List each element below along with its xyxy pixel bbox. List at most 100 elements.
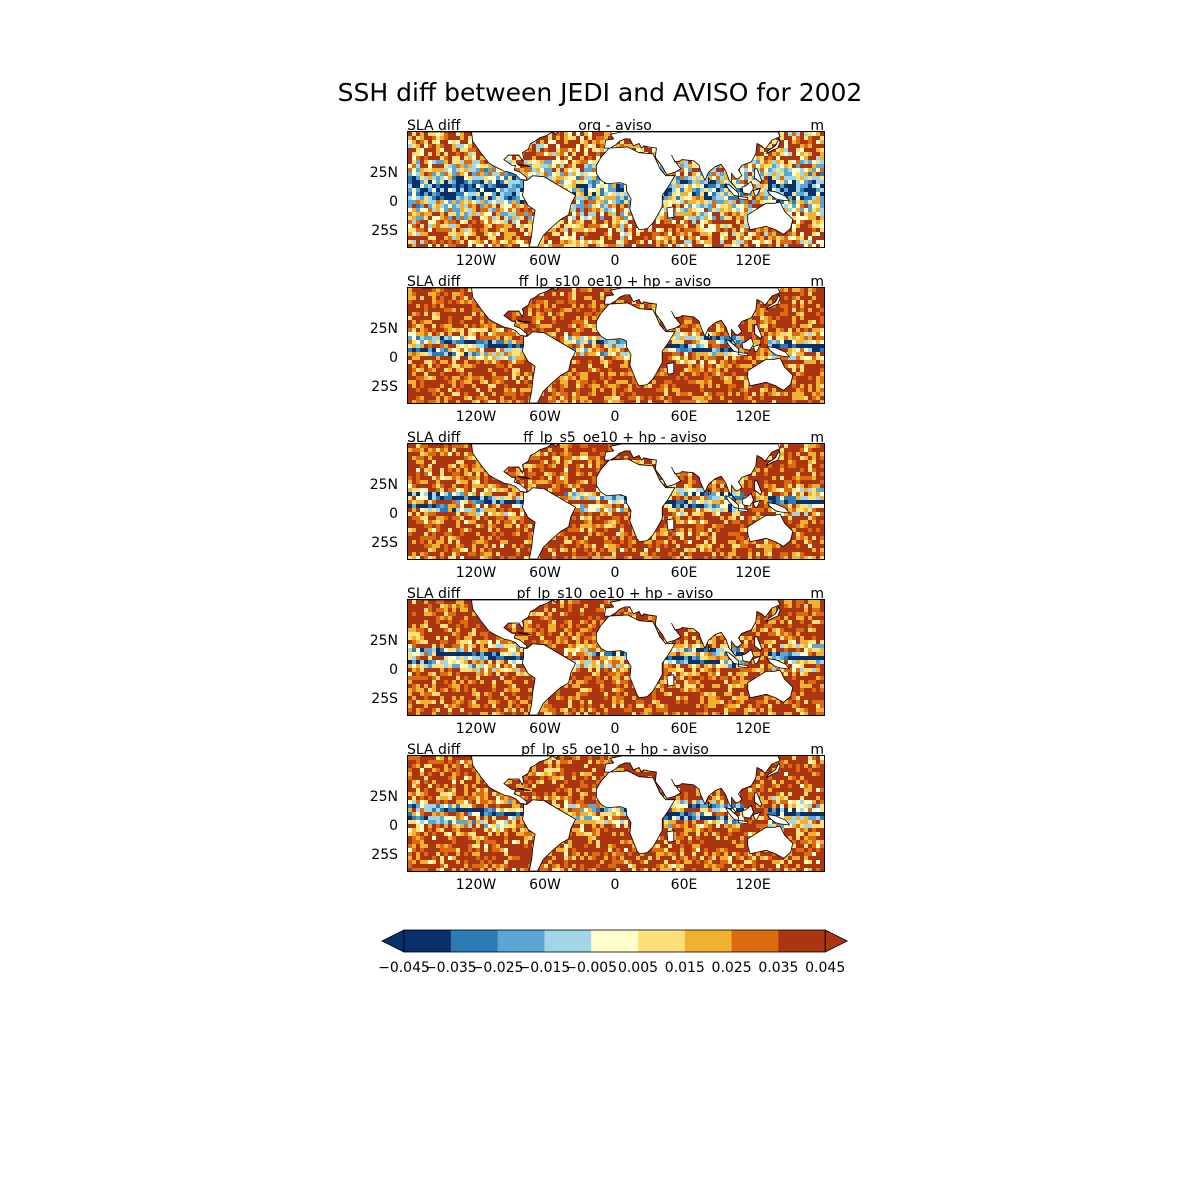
lon-tick-label: 120E [735, 721, 771, 737]
lat-tick-label: 0 [389, 194, 398, 210]
continent [516, 475, 531, 479]
colorbar-segment [638, 930, 686, 952]
lat-tick-label: 0 [389, 506, 398, 522]
panel-experiment-label: org - aviso [578, 118, 652, 134]
continent [421, 288, 554, 337]
lon-tick-label: 60W [529, 565, 561, 581]
map-panel: SLA diff ff_lp_s5_oe10 + hp - aviso m 25N 0 2… [360, 430, 840, 581]
panel-variable-label: SLA diff [407, 742, 461, 758]
continent [666, 206, 675, 219]
lon-tick-label: 60W [529, 877, 561, 893]
continent [766, 190, 791, 202]
lon-tick-label: 120W [455, 565, 497, 581]
continent [516, 631, 531, 635]
colorbar-tick-label: 0.035 [758, 960, 799, 976]
colorbar-segment [497, 930, 545, 952]
continent [741, 804, 754, 819]
colorbar-tick-label: 0.025 [711, 960, 752, 976]
lon-tick-label: 120W [455, 409, 497, 425]
continent [551, 756, 559, 759]
lat-tick-label: 25N [369, 321, 398, 337]
continent [738, 195, 749, 201]
lat-tick-label: 25S [371, 379, 398, 395]
continent [708, 488, 712, 496]
map-svg [408, 600, 824, 715]
continent [421, 132, 554, 181]
lat-tick-label: 25N [369, 633, 398, 649]
colorbar-tick-label: −0.015 [518, 960, 571, 976]
map-svg [408, 756, 824, 871]
panel-experiment-label: ff_lp_s10_oe10 + hp - aviso [518, 274, 712, 290]
lon-tick-label: 120W [455, 253, 497, 269]
panel-units-label: m [810, 430, 824, 446]
colorbar-tick-label: −0.025 [471, 960, 524, 976]
continent [421, 756, 554, 805]
lon-tick-label: 60E [670, 565, 698, 581]
continent [765, 137, 781, 155]
continent [754, 480, 763, 496]
land-masks [421, 444, 794, 559]
lon-tick-label: 0 [610, 565, 620, 581]
colorbar-segment [591, 930, 639, 952]
map-frame [407, 755, 825, 872]
colorbar [380, 928, 850, 954]
continent [747, 669, 794, 703]
continent [747, 513, 794, 547]
lon-tick-label: 0 [610, 721, 620, 737]
continent [753, 499, 762, 508]
continent [754, 324, 763, 340]
continent [753, 187, 762, 196]
lat-tick-label: 0 [389, 662, 398, 678]
continent [551, 600, 559, 603]
colorbar-segment [731, 930, 779, 952]
lon-tick-label: 60E [670, 409, 698, 425]
continent [421, 444, 554, 493]
colorbar-segment [404, 930, 452, 952]
continent [753, 811, 762, 820]
colorbar-tick-label: −0.005 [565, 960, 618, 976]
continent [766, 814, 791, 826]
land-masks [421, 756, 794, 871]
continent [603, 132, 781, 189]
lat-tick-label: 25S [371, 223, 398, 239]
lon-tick-label: 120E [735, 253, 771, 269]
lat-tick-label: 0 [389, 818, 398, 834]
lon-tick-label: 60W [529, 253, 561, 269]
continent [521, 175, 577, 247]
continent [708, 800, 712, 808]
continent [595, 614, 676, 699]
continent [765, 293, 781, 311]
continent [738, 663, 749, 669]
panel-units-label: m [810, 274, 824, 290]
continent [754, 792, 763, 808]
continent [666, 674, 675, 687]
continent [708, 644, 712, 652]
land-masks [421, 600, 794, 715]
map-frame [407, 443, 825, 560]
continent [603, 444, 781, 501]
continent [666, 830, 675, 843]
continent [754, 168, 763, 184]
map-frame [407, 287, 825, 404]
continent [766, 346, 791, 358]
continent [741, 180, 754, 195]
lat-tick-label: 0 [389, 350, 398, 366]
continent [666, 362, 675, 375]
lon-tick-label: 60W [529, 409, 561, 425]
lat-tick-label: 25S [371, 847, 398, 863]
colorbar-segment [450, 930, 499, 952]
panel-experiment-label: pf_lp_s10_oe10 + hp - aviso [516, 586, 714, 602]
continent [753, 655, 762, 664]
lat-tick-label: 25S [371, 691, 398, 707]
continent [741, 648, 754, 663]
continent [516, 787, 531, 791]
figure-title: SSH diff between JEDI and AVISO for 2002 [337, 78, 863, 107]
map-svg [408, 444, 824, 559]
lon-tick-label: 0 [610, 409, 620, 425]
panel-variable-label: SLA diff [407, 118, 461, 134]
lat-tick-label: 25N [369, 789, 398, 805]
continent [765, 605, 781, 623]
colorbar-segment [778, 930, 826, 952]
lon-tick-label: 60E [670, 877, 698, 893]
lon-tick-label: 120E [735, 565, 771, 581]
